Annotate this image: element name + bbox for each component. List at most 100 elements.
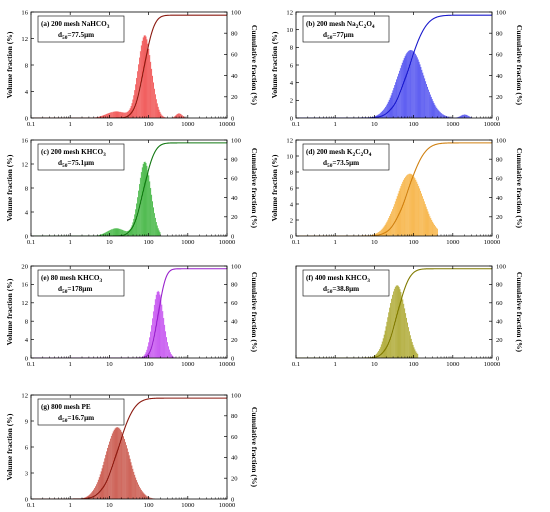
histogram-bar [439,111,441,119]
y-tick-label: 2 [290,217,293,224]
d50-label-part: =38.8μm [332,285,359,293]
histogram-bar [122,436,125,500]
y-tick-label: 16 [21,9,28,16]
y-axis-label: Volume fraction (%) [5,413,14,480]
y-tick-label: 8 [25,319,29,326]
histogram-bar [153,88,155,119]
x-tick-label: 1 [69,121,72,128]
histogram-bar [101,468,103,500]
y-tick-label: 4 [290,201,294,208]
x-tick-label: 10000 [219,121,236,128]
histogram-bar [395,285,397,359]
panel-title: (b) 200 mesh Na2C2O4 [306,20,375,30]
histogram-bar [151,201,154,237]
histogram-bar [423,201,425,237]
histogram-bar [99,474,101,500]
y2-tick-label: 60 [231,434,238,441]
histogram-bar [391,211,393,237]
histogram-bar [116,228,118,237]
y2-tick-label: 20 [231,214,238,221]
x-tick-label: 1000 [446,361,460,368]
y-tick-label: 8 [290,45,294,52]
histogram-bar [134,214,136,237]
histogram-bar [157,290,159,359]
histogram-bar [122,433,124,500]
y-tick-label: 0 [25,233,29,240]
y2-axis-label: Cumulative fraction (%) [250,148,259,229]
histogram-bar [396,285,398,359]
panel-title-part: 4 [369,152,372,158]
y2-tick-label: 20 [231,337,238,344]
y-tick-label: 2 [290,98,293,105]
y-tick-label: 16 [21,282,28,289]
x-tick-label: 0.1 [292,239,300,246]
y-tick-label: 6 [25,444,29,451]
x-tick-label: 1 [334,361,337,368]
y2-tick-label: 20 [496,214,503,221]
histogram-bar [107,447,109,500]
histogram-bar [115,427,117,500]
histogram-bar [124,230,127,237]
x-tick-label: 10 [106,121,113,128]
histogram-bar [385,105,387,119]
cumulative-curve [296,142,492,236]
histogram-bar [123,438,126,500]
panel-title-part: 2 [364,24,367,30]
panel-title: (f) 400 mesh KHCO3 [306,274,370,284]
histogram-bar [432,221,434,237]
y-axis-label: Volume fraction (%) [270,154,279,221]
histogram-bar [105,454,107,500]
y2-tick-label: 60 [231,300,238,307]
histogram-bar [145,495,147,500]
histogram-bar [384,106,387,119]
histogram-bar [95,484,98,500]
histogram-bar [156,225,158,237]
histogram-bar [438,110,440,119]
title-box [37,269,125,297]
y2-tick-label: 0 [496,355,500,362]
histogram-bar [381,111,383,119]
histogram-bar [463,114,465,119]
d50-label-part: =178μm [67,285,92,293]
histogram-bar [108,112,110,119]
d50-label-part: 50 [327,163,333,169]
y2-tick-label: 40 [231,195,238,202]
y2-tick-label: 100 [231,9,242,16]
y2-tick-label: 40 [231,73,238,80]
histogram-bar [413,52,415,119]
title-box [302,269,390,297]
histogram-bar [142,492,144,500]
panel-title-part: 2 [360,152,363,158]
histogram-bar [388,99,390,119]
histogram-bar [119,228,121,237]
histogram-bar [428,91,430,119]
histogram-bar [431,98,433,119]
histogram-bar [137,484,140,500]
x-tick-label: 10000 [219,239,236,246]
histogram-bar [411,50,414,119]
y2-tick-label: 80 [231,282,238,289]
histogram-bar [383,109,385,119]
histogram-bar [420,66,422,119]
histogram-bars [94,161,161,237]
histogram-bar [442,114,444,119]
histogram-bar [128,109,130,119]
histogram-bar [165,336,168,359]
x-tick-label: 0.1 [292,361,300,368]
histogram-bar [126,448,128,500]
histogram-bar [402,60,404,119]
plot-frame [30,265,228,359]
histogram-bar [433,224,436,237]
y-tick-label: 0 [290,115,294,122]
y2-tick-label: 80 [231,31,238,38]
panel-title: (c) 200 mesh KHCO3 [41,148,106,158]
panel-title-part: (e) 80 mesh KHCO [41,274,100,282]
d50-label-part: 50 [62,418,68,424]
histogram-bar [401,62,403,119]
histogram-bar [389,215,391,237]
histogram-bar [157,106,159,119]
x-tick-label: 0.1 [27,502,35,509]
histogram-bar [429,215,431,237]
histogram-bar [429,94,431,119]
